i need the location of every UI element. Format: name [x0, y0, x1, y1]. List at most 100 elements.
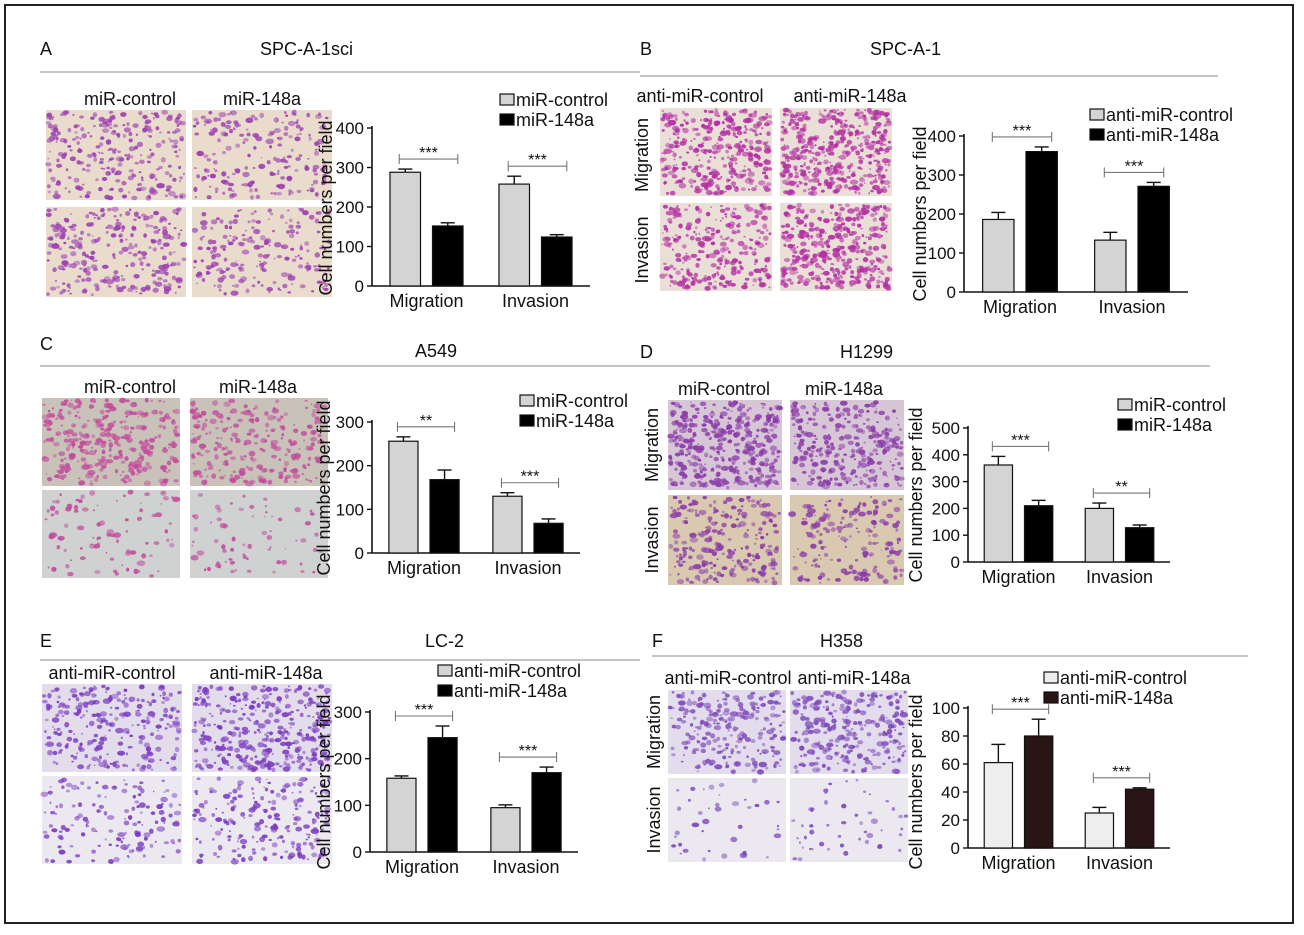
y-tick-label: 0 [353, 843, 362, 862]
legend-swatch [1043, 671, 1059, 684]
micrograph-image [45, 206, 188, 297]
significance-label: *** [1011, 432, 1030, 449]
significance-label: *** [521, 469, 540, 486]
bar-control [388, 440, 419, 554]
bar-treatment [1124, 527, 1155, 563]
image-column-label: miR-control [84, 89, 176, 109]
legend-swatch [1089, 108, 1105, 121]
panel-title: A549 [415, 341, 457, 361]
image-column-label: anti-miR-148a [797, 668, 911, 688]
image-row-label: Migration [632, 118, 652, 192]
significance-label: ** [420, 413, 432, 430]
bar-chart: 0 20 40 60 80 100 Cell numbers per field *** Mig… [906, 668, 1187, 873]
micrograph-image [788, 495, 905, 585]
bar-control [490, 807, 521, 853]
significance-label: *** [1125, 158, 1144, 175]
image-column-label: miR-148a [219, 377, 298, 397]
panel-title: SPC-A-1sci [260, 39, 353, 59]
micrograph-image [192, 776, 332, 865]
y-axis-label: Cell numbers per field [910, 126, 930, 301]
y-tick-label: 500 [932, 419, 960, 438]
bar-control [389, 171, 422, 287]
bar-treatment [540, 236, 573, 287]
image-column-label: miR-control [678, 379, 770, 399]
y-tick-label: 400 [932, 446, 960, 465]
panel-title: H358 [820, 631, 863, 651]
y-tick-label: 300 [932, 473, 960, 492]
image-column-label: anti-miR-control [636, 86, 763, 106]
bar-treatment [1137, 185, 1170, 293]
panel-c: CA549miR-controlmiR-148aMigrationInvasio… [40, 334, 640, 578]
panel-e: ELC-2anti-miR-controlanti-miR-148aMigrat… [40, 631, 640, 877]
y-tick-label: 100 [928, 244, 956, 263]
legend-label: anti-miR-control [1106, 105, 1233, 125]
image-column-label: anti-miR-control [664, 668, 791, 688]
image-row-label: Migration [642, 408, 662, 482]
micrograph-image [40, 776, 182, 864]
image-column-label: miR-148a [805, 379, 884, 399]
legend-label: anti-miR-148a [1106, 125, 1220, 145]
bar-treatment [427, 737, 458, 853]
micrograph-image [790, 400, 905, 490]
y-tick-label: 200 [334, 750, 362, 769]
legend-swatch [1043, 691, 1059, 704]
bar-treatment [431, 225, 464, 287]
legend-swatch [499, 113, 515, 126]
x-category-label: Invasion [502, 291, 569, 311]
legend-label: miR-148a [1134, 415, 1213, 435]
y-axis-label: Cell numbers per field [314, 694, 334, 869]
y-tick-label: 40 [941, 783, 960, 802]
image-column-label: miR-148a [223, 89, 302, 109]
y-tick-label: 0 [355, 277, 364, 296]
x-category-label: Migration [981, 567, 1055, 587]
micrograph-image [667, 400, 783, 490]
significance-label: *** [1011, 695, 1030, 712]
panel-letter: A [40, 39, 52, 59]
bar-control [1094, 239, 1127, 293]
legend-label: miR-control [1134, 395, 1226, 415]
y-tick-label: 60 [941, 755, 960, 774]
legend-swatch [437, 664, 453, 677]
bar-treatment [531, 772, 562, 853]
bar-treatment [1023, 505, 1054, 563]
significance-label: *** [528, 152, 547, 169]
significance-label: *** [1013, 123, 1032, 140]
micrograph-image [41, 684, 182, 772]
image-column-label: anti-miR-148a [793, 86, 907, 106]
panel-title: LC-2 [425, 631, 464, 651]
bar-control [982, 218, 1015, 293]
y-tick-label: 400 [928, 127, 956, 146]
image-row-label: Invasion [642, 506, 662, 573]
image-row-label: Invasion [632, 216, 652, 283]
panel-title: SPC-A-1 [870, 39, 941, 59]
micrograph-image [790, 778, 909, 862]
image-row-label: Invasion [644, 786, 664, 853]
panel-a: ASPC-A-1scimiR-controlmiR-148aMigrationI… [40, 39, 640, 311]
x-category-label: Migration [983, 297, 1057, 317]
legend-swatch [519, 414, 535, 427]
significance-label: ** [1115, 479, 1127, 496]
panel-letter: B [640, 39, 652, 59]
panel-letter: C [40, 334, 53, 354]
y-tick-label: 0 [951, 839, 960, 858]
y-tick-label: 100 [336, 238, 364, 257]
significance-label: *** [1112, 764, 1131, 781]
bar-control [1084, 507, 1115, 563]
bar-treatment [1025, 151, 1058, 293]
y-tick-label: 0 [947, 283, 956, 302]
image-row-label: Migration [644, 695, 664, 769]
y-tick-label: 0 [951, 553, 960, 572]
y-axis-label: Cell numbers per field [314, 400, 334, 575]
micrograph-image [659, 202, 772, 291]
x-category-label: Invasion [492, 857, 559, 877]
legend-label: miR-148a [536, 411, 615, 431]
x-category-label: Migration [387, 558, 461, 578]
